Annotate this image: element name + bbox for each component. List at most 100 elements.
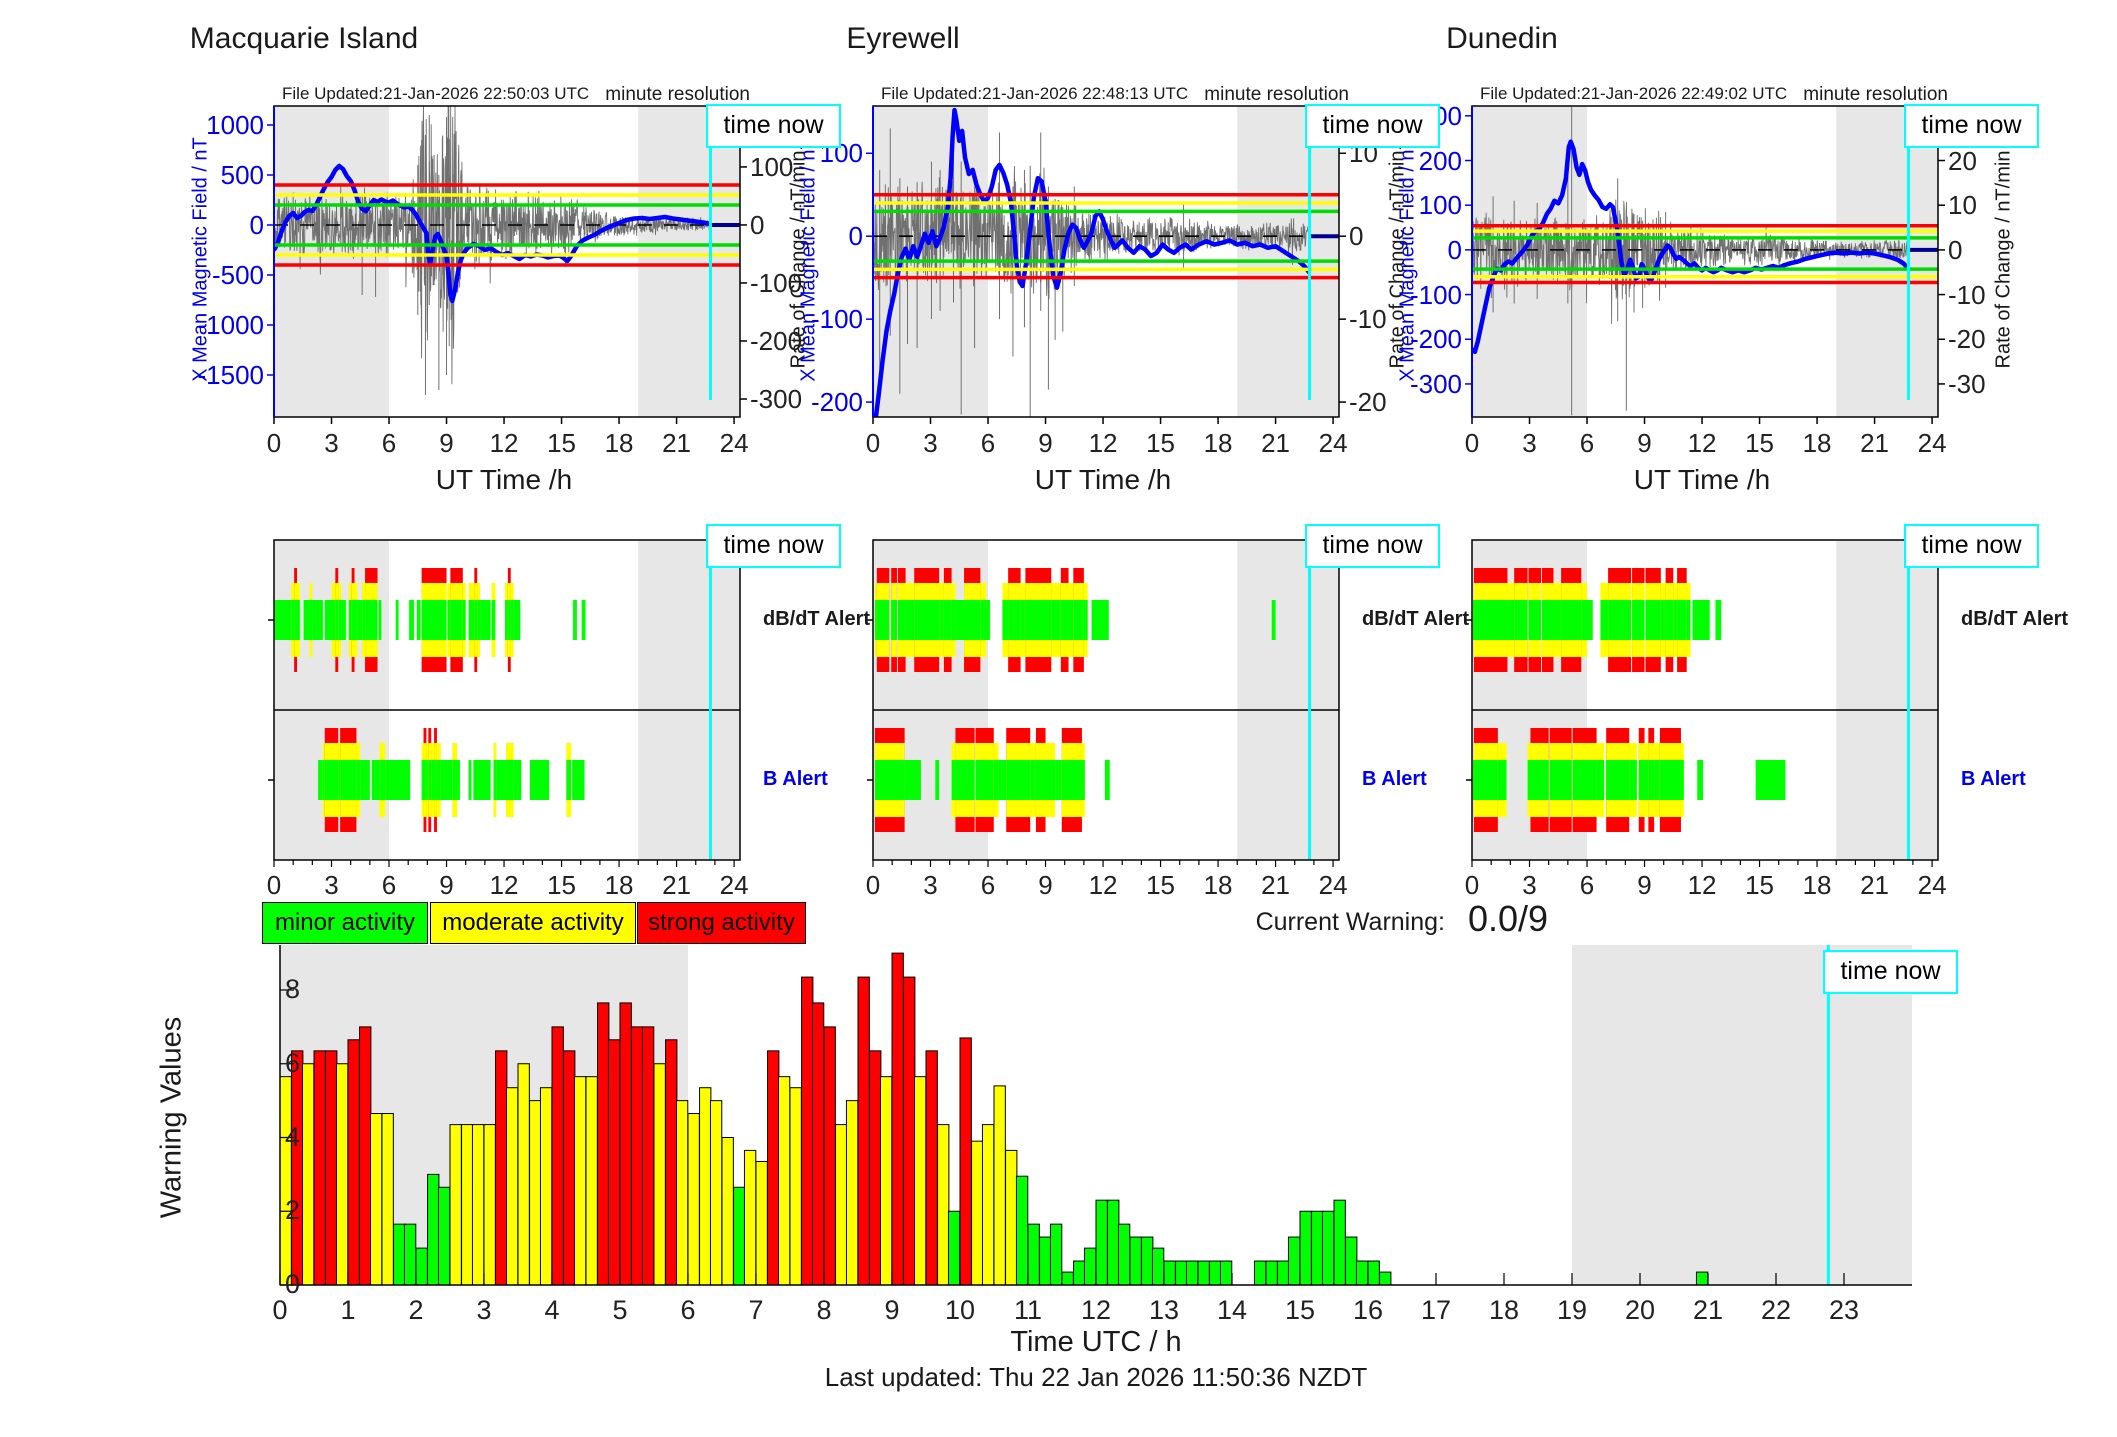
time-now-box: time now (1305, 104, 1440, 148)
warning-bar (1073, 1260, 1086, 1286)
time-now-box: time now (1904, 104, 2039, 148)
warning-bar (1219, 1260, 1233, 1286)
warning-bar (1151, 1247, 1165, 1286)
warning-bar (903, 976, 916, 1286)
left-y-tick-label: -200 (810, 387, 863, 418)
ut-time-axis-label: UT Time /h (435, 464, 573, 495)
warning-x-tick-label: 18 (1488, 1295, 1520, 1325)
x-tick-label: 6 (980, 428, 996, 458)
warning-y-tick-label: 2 (284, 1195, 300, 1226)
dbdt-alert-label: dB/dT Alert (1362, 608, 1470, 630)
warning-x-tick-label: 19 (1556, 1295, 1588, 1325)
right-y-tick-label: -100 (750, 267, 803, 298)
warning-x-tick-label: 12 (1080, 1295, 1112, 1325)
warning-bar (641, 1026, 655, 1286)
right-y-tick-label: 0 (750, 209, 765, 240)
warning-bar (879, 1076, 893, 1286)
warning-bar (891, 952, 904, 1286)
dbdt-alert-label: dB/dT Alert (763, 608, 871, 630)
warning-x-tick-label: 14 (1216, 1295, 1248, 1325)
warning-x-tick-label: 3 (476, 1295, 492, 1325)
alert-x-tick-label: 24 (1917, 870, 1947, 900)
warning-bar (811, 1002, 825, 1286)
warning-x-tick-label: 23 (1828, 1295, 1860, 1325)
warning-bar (823, 1026, 836, 1286)
warning-bar (733, 1186, 746, 1286)
warning-bar (789, 1087, 802, 1286)
x-tick-label: 18 (604, 428, 634, 458)
alert-x-tick-label: 3 (324, 870, 339, 900)
warning-x-tick-label: 8 (816, 1295, 832, 1325)
x-tick-label: 21 (1860, 428, 1890, 458)
right-y-tick-label: 20 (1948, 145, 1977, 176)
warning-x-tick-label: 2 (408, 1295, 424, 1325)
warning-bar (981, 1124, 995, 1286)
warning-x-tick-label: 0 (272, 1295, 288, 1325)
warning-x-tick-label: 22 (1760, 1295, 1792, 1325)
warning-bar (767, 1050, 780, 1286)
left-axis-label-eyrewell: X Mean Magnetic Field / nT (797, 137, 820, 382)
x-tick-label: 15 (547, 428, 576, 458)
left-y-tick-label: 1000 (206, 110, 264, 140)
right-y-tick-label: 0 (1349, 221, 1364, 252)
alert-x-tick-label: 21 (1860, 870, 1890, 900)
warning-bar (427, 1173, 440, 1286)
warning-bar (1695, 1271, 1709, 1286)
alert-x-tick-label: 15 (1745, 870, 1774, 900)
warning-bar (597, 1002, 610, 1286)
left-y-tick-label: -100 (810, 304, 863, 335)
warning-x-tick-label: 15 (1284, 1295, 1316, 1325)
x-tick-label: 3 (923, 428, 938, 458)
legend-strong-activity: strong activity (637, 902, 806, 944)
warning-bar (1345, 1236, 1358, 1286)
warning-bar (359, 1026, 372, 1286)
x-tick-label: 12 (489, 428, 519, 458)
warning-bar (777, 1076, 791, 1286)
warning-bar (925, 1050, 938, 1286)
x-tick-label: 24 (719, 428, 749, 458)
x-tick-label: 21 (1261, 428, 1291, 458)
warning-bar (1277, 1260, 1290, 1286)
alert-x-tick-label: 6 (1579, 870, 1595, 900)
x-tick-label: 12 (1687, 428, 1717, 458)
x-tick-label: 18 (1802, 428, 1832, 458)
legend-minor-activity: minor activity (262, 902, 428, 944)
x-tick-label: 3 (1522, 428, 1537, 458)
alert-x-tick-label: 9 (1637, 870, 1652, 900)
warning-x-tick-label: 5 (612, 1295, 628, 1325)
warning-bar (1379, 1271, 1392, 1286)
time-now-box: time now (1823, 950, 1958, 994)
alert-x-tick-label: 18 (1203, 870, 1233, 900)
warning-bar (449, 1124, 462, 1286)
warning-bar (563, 1050, 576, 1286)
right-y-tick-label: -20 (1349, 387, 1387, 418)
right-y-tick-label: -10 (1948, 279, 1986, 310)
magnetometer-chart (866, 105, 1346, 424)
right-y-tick-label: -200 (750, 325, 803, 356)
warning-bar (801, 976, 814, 1286)
left-y-tick-label: -200 (1409, 324, 1462, 355)
warning-y-tick-label: 6 (284, 1047, 300, 1078)
warning-bar (665, 1039, 678, 1286)
left-y-tick-label: -300 (1409, 368, 1462, 399)
warning-bar (335, 1063, 349, 1286)
magnetometer-chart (267, 105, 747, 424)
warning-bar (993, 1085, 1006, 1286)
warning-bar (971, 1140, 984, 1286)
alert-timeline-panel (867, 539, 1340, 867)
x-tick-label: 0 (1464, 428, 1480, 458)
current-warning-label: Current Warning: (1255, 908, 1445, 936)
alert-x-tick-label: 24 (719, 870, 749, 900)
warning-bar (1095, 1199, 1108, 1286)
right-y-tick-label: -300 (750, 384, 803, 414)
warning-bar (483, 1124, 496, 1286)
warning-x-tick-label: 17 (1420, 1295, 1452, 1325)
warning-x-tick-label: 21 (1692, 1295, 1724, 1325)
warning-bar (947, 1210, 961, 1286)
warning-x-tick-label: 10 (944, 1295, 976, 1325)
warning-bar (1117, 1223, 1131, 1286)
warning-bar (1311, 1210, 1324, 1286)
left-y-tick-label: 0 (848, 221, 863, 252)
